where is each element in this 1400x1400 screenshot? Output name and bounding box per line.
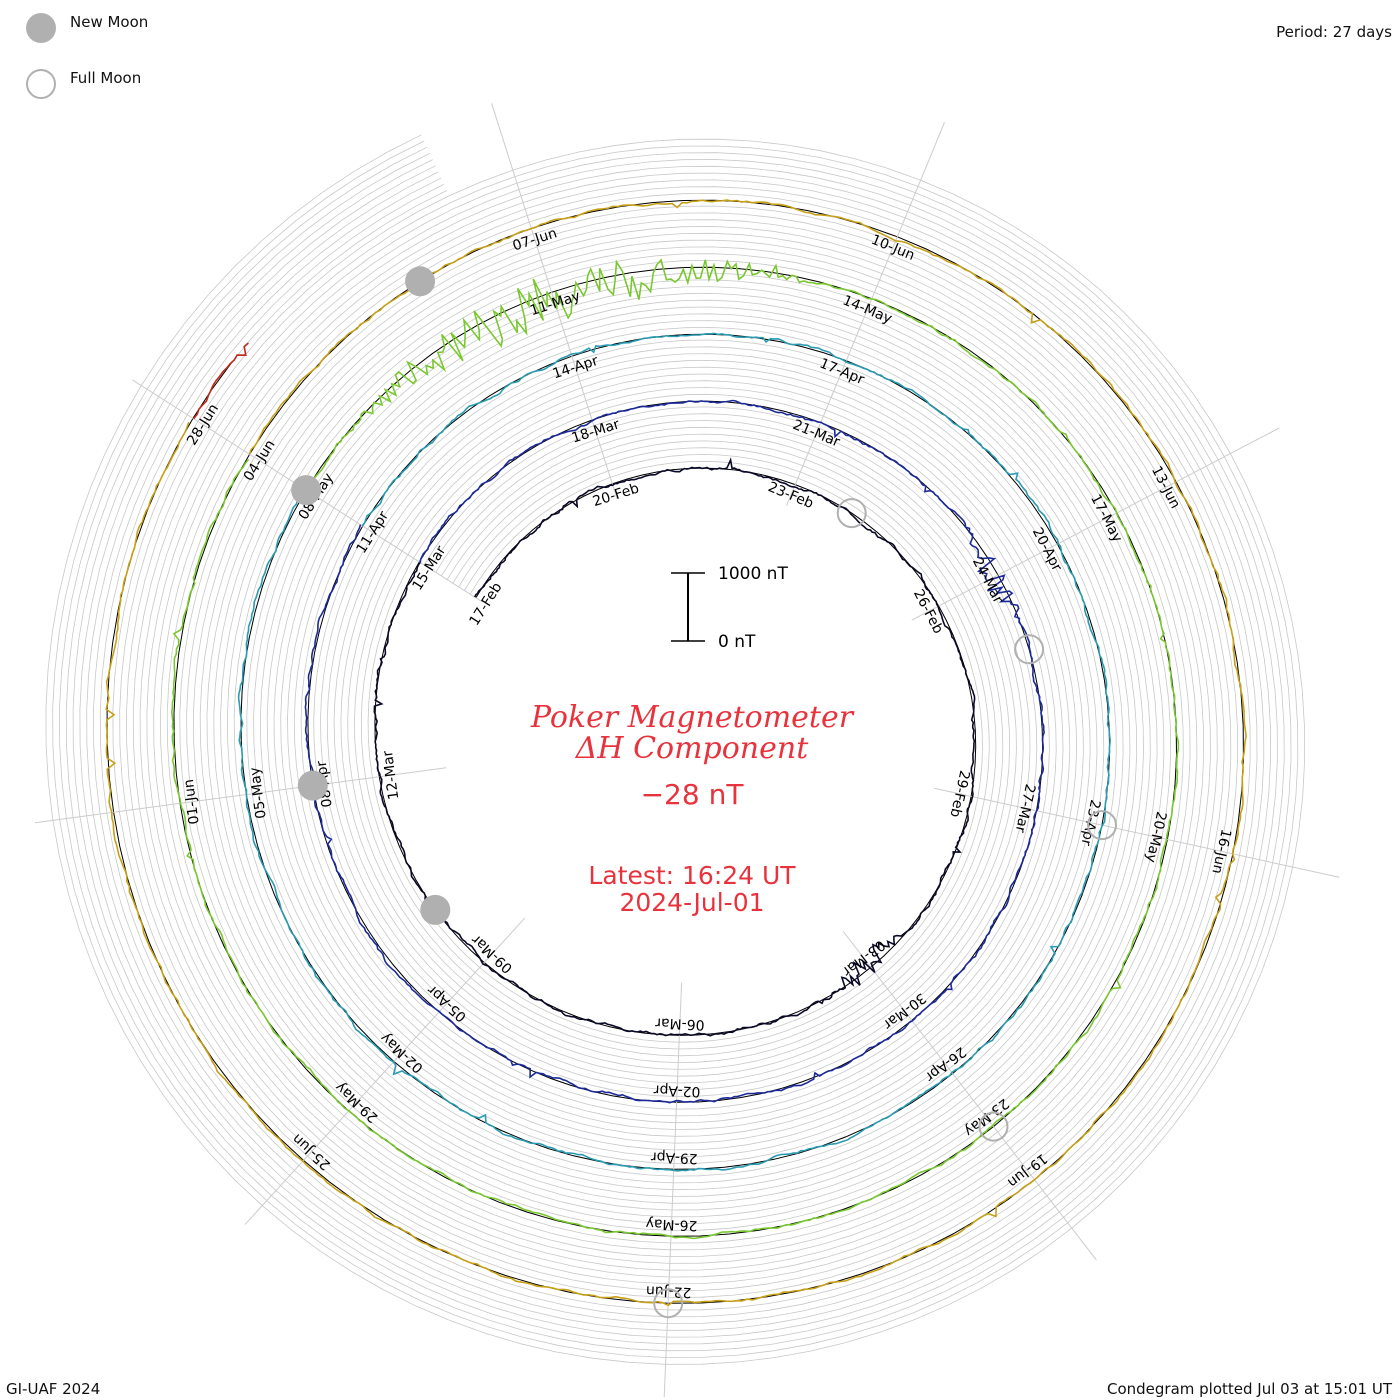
series-line-cycle-4 <box>170 258 1180 1240</box>
chart-title-line1: Poker Magnetometer <box>530 700 855 735</box>
grid-spiral-line <box>45 134 1306 1365</box>
credit-label: GI-UAF 2024 <box>6 1380 101 1398</box>
full-moon-marker <box>653 1288 684 1319</box>
date-label: 22-Jun <box>646 1282 692 1300</box>
grid-spiral-line <box>59 146 1292 1352</box>
date-label: 20-May <box>1142 810 1169 864</box>
radial-spoke <box>663 982 683 1398</box>
grid-spiral-line <box>52 140 1299 1358</box>
date-label: 20-Apr <box>1029 525 1065 574</box>
full-moon-marker <box>836 498 867 529</box>
new-moon-icon <box>26 13 56 43</box>
scale-bar: 1000 nT 0 nT <box>671 564 788 652</box>
date-label: 23-Feb <box>766 479 816 512</box>
new-moon-marker <box>291 475 322 506</box>
legend-full-moon-label: Full Moon <box>70 69 142 87</box>
date-label: 26-May <box>645 1215 697 1233</box>
full-moon-marker <box>1014 634 1045 665</box>
radial-spoke <box>786 122 945 506</box>
date-label: 05-May <box>247 766 270 819</box>
radial-spoke <box>35 767 447 824</box>
scale-bar-top-label: 1000 nT <box>718 564 788 584</box>
chart-title-line2: ΔH Component <box>575 731 809 766</box>
new-moon-marker <box>405 266 436 297</box>
spiral-grid <box>45 134 1306 1365</box>
plotted-timestamp: Condegram plotted Jul 03 at 15:01 UT <box>1106 1380 1392 1398</box>
legend-new-moon-label: New Moon <box>70 13 149 31</box>
latest-date: 2024-Jul-01 <box>619 888 764 917</box>
full-moon-marker <box>1087 810 1117 841</box>
series-line-cycle-5 <box>105 199 1247 1307</box>
grid-spiral-line <box>79 165 1272 1331</box>
moon-markers <box>291 266 1117 1319</box>
date-label: 01-Jun <box>181 778 203 825</box>
center-info: Poker Magnetometer ΔH Component −28 nT L… <box>530 700 855 917</box>
date-spokes <box>35 103 1340 1398</box>
grid-spiral-line <box>99 184 1251 1311</box>
date-label: 10-Jun <box>869 232 917 264</box>
new-moon-marker <box>297 770 328 801</box>
full-moon-icon <box>26 69 56 99</box>
full-moon-marker <box>978 1111 1009 1142</box>
series-line-cycle-2 <box>304 399 1045 1104</box>
grid-spiral-line <box>72 159 1278 1338</box>
legend <box>26 13 56 99</box>
latest-time: Latest: 16:24 UT <box>588 861 796 890</box>
series-line-cycle-3 <box>237 332 1111 1172</box>
radial-spoke <box>842 931 1097 1261</box>
baseline-spiral <box>106 199 1244 1304</box>
date-label: 17-Feb <box>467 580 506 629</box>
date-label: 17-Apr <box>817 355 867 388</box>
new-moon-marker <box>420 894 451 925</box>
date-label: 20-Feb <box>591 480 641 510</box>
radial-spoke <box>491 103 618 499</box>
radial-spoke <box>934 787 1340 878</box>
grid-spiral-line <box>65 153 1285 1345</box>
date-label: 25-Jun <box>289 1130 333 1173</box>
grid-spiral-line <box>86 171 1265 1324</box>
grid-spiral-line <box>93 177 1258 1318</box>
date-label: 12-Mar <box>380 749 402 800</box>
date-label: 14-Apr <box>551 353 601 382</box>
date-label: 02-Apr <box>653 1081 701 1099</box>
date-label: 26-Feb <box>910 587 946 637</box>
data-series <box>105 199 1247 1307</box>
series-line-cycle-1 <box>373 457 976 1037</box>
period-label: Period: 27 days <box>1276 23 1392 41</box>
series-line-cycle-6 <box>192 342 249 420</box>
current-value: −28 nT <box>641 778 745 811</box>
radial-spoke <box>911 427 1280 621</box>
date-label: 06-Mar <box>655 1014 705 1032</box>
date-label: 29-Apr <box>650 1148 698 1166</box>
radial-spoke <box>244 917 526 1225</box>
scale-bar-bottom-label: 0 nT <box>718 632 756 652</box>
date-label: 07-Jun <box>511 225 559 254</box>
date-label: 18-Mar <box>570 416 622 446</box>
